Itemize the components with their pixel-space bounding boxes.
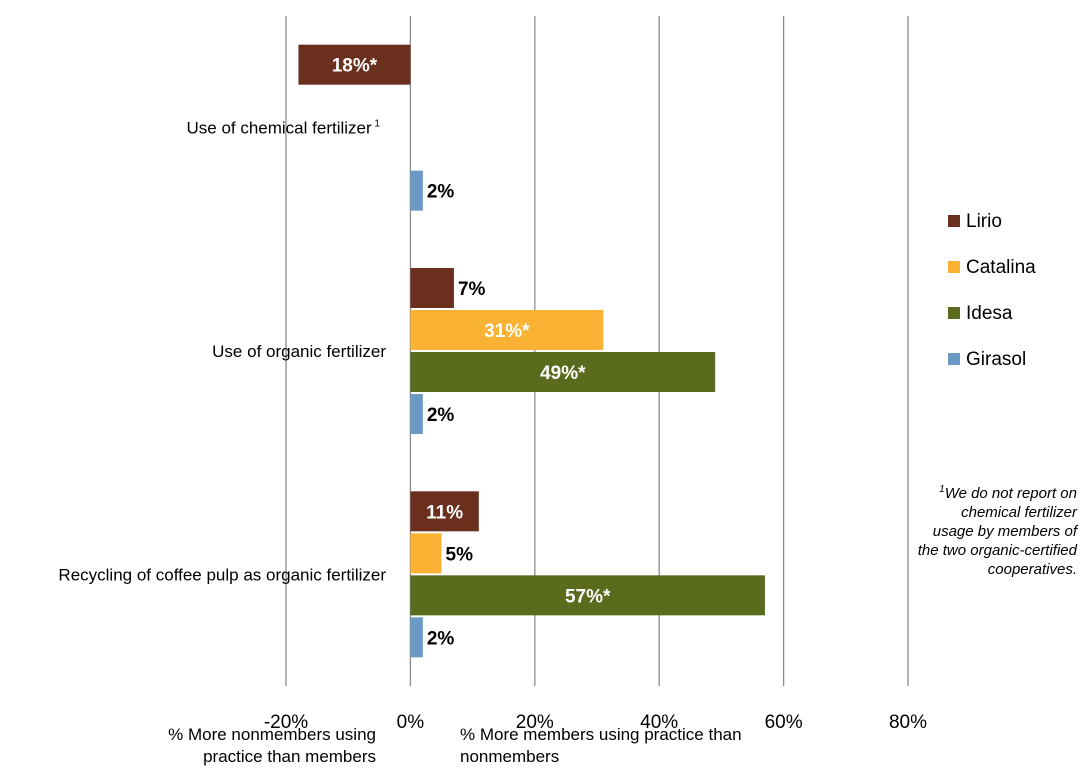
x-tick-label: -20% [264,712,308,733]
bar-catalina [410,533,442,574]
bars: 18%* 2% 7% 31%* 49%* 2% 11% 5% 57%* 2% [298,44,765,658]
footnote-text: We do not report on chemical fertilizer … [917,485,1077,578]
category-label: Recycling of coffee pulp as organic fert… [58,565,386,584]
data-label: 31%* [484,321,530,342]
footnote: 1We do not report on chemical fertilizer… [917,480,1077,579]
footnote-marker: 1 [939,484,945,495]
grid [285,16,909,686]
legend-swatch [948,215,960,227]
legend: Lirio Catalina Idesa Girasol [948,211,1036,370]
x-tick-label: 20% [516,712,554,733]
bar-catalina [410,310,604,350]
bar-lirio [298,44,411,85]
legend-swatch [948,261,960,273]
x-tick-label: 40% [640,712,678,733]
axis-note-left: % More nonmembers using practice than me… [168,725,376,766]
x-tick-label: 0% [397,712,425,733]
category-superscript: 1 [372,119,381,130]
legend-label: Girasol [966,349,1026,370]
bar-girasol [410,170,423,211]
data-label: 11% [426,502,463,523]
data-label: 2% [427,182,455,203]
bar-girasol [410,394,423,434]
bar-girasol [410,617,423,658]
legend-label: Lirio [966,211,1002,232]
legend-swatch [948,353,960,365]
bar-idesa [410,352,716,392]
data-label: 57%* [565,586,611,607]
data-label: 18%* [332,56,378,77]
category-label: Use of chemical fertilizer 1 [186,119,380,138]
legend-label: Idesa [966,303,1013,324]
x-tick-label: 60% [765,712,803,733]
bar-lirio [410,268,454,308]
bar-lirio [410,491,479,532]
data-label: 7% [458,279,486,300]
category-labels: Use of chemical fertilizer 1 Use of organ… [58,119,386,585]
bar-idesa [410,575,765,616]
data-label: 2% [427,628,455,649]
legend-label: Catalina [966,257,1036,278]
x-tick-labels: -20% 0% 20% 40% 60% 80% [264,712,927,733]
x-tick-label: 80% [889,712,927,733]
data-label: 5% [446,544,474,565]
category-label: Use of organic fertilizer [212,342,386,361]
data-label: 2% [427,405,455,426]
axis-note-right: % More members using practice than nonme… [460,725,742,766]
legend-swatch [948,307,960,319]
data-label: 49%* [540,363,586,384]
